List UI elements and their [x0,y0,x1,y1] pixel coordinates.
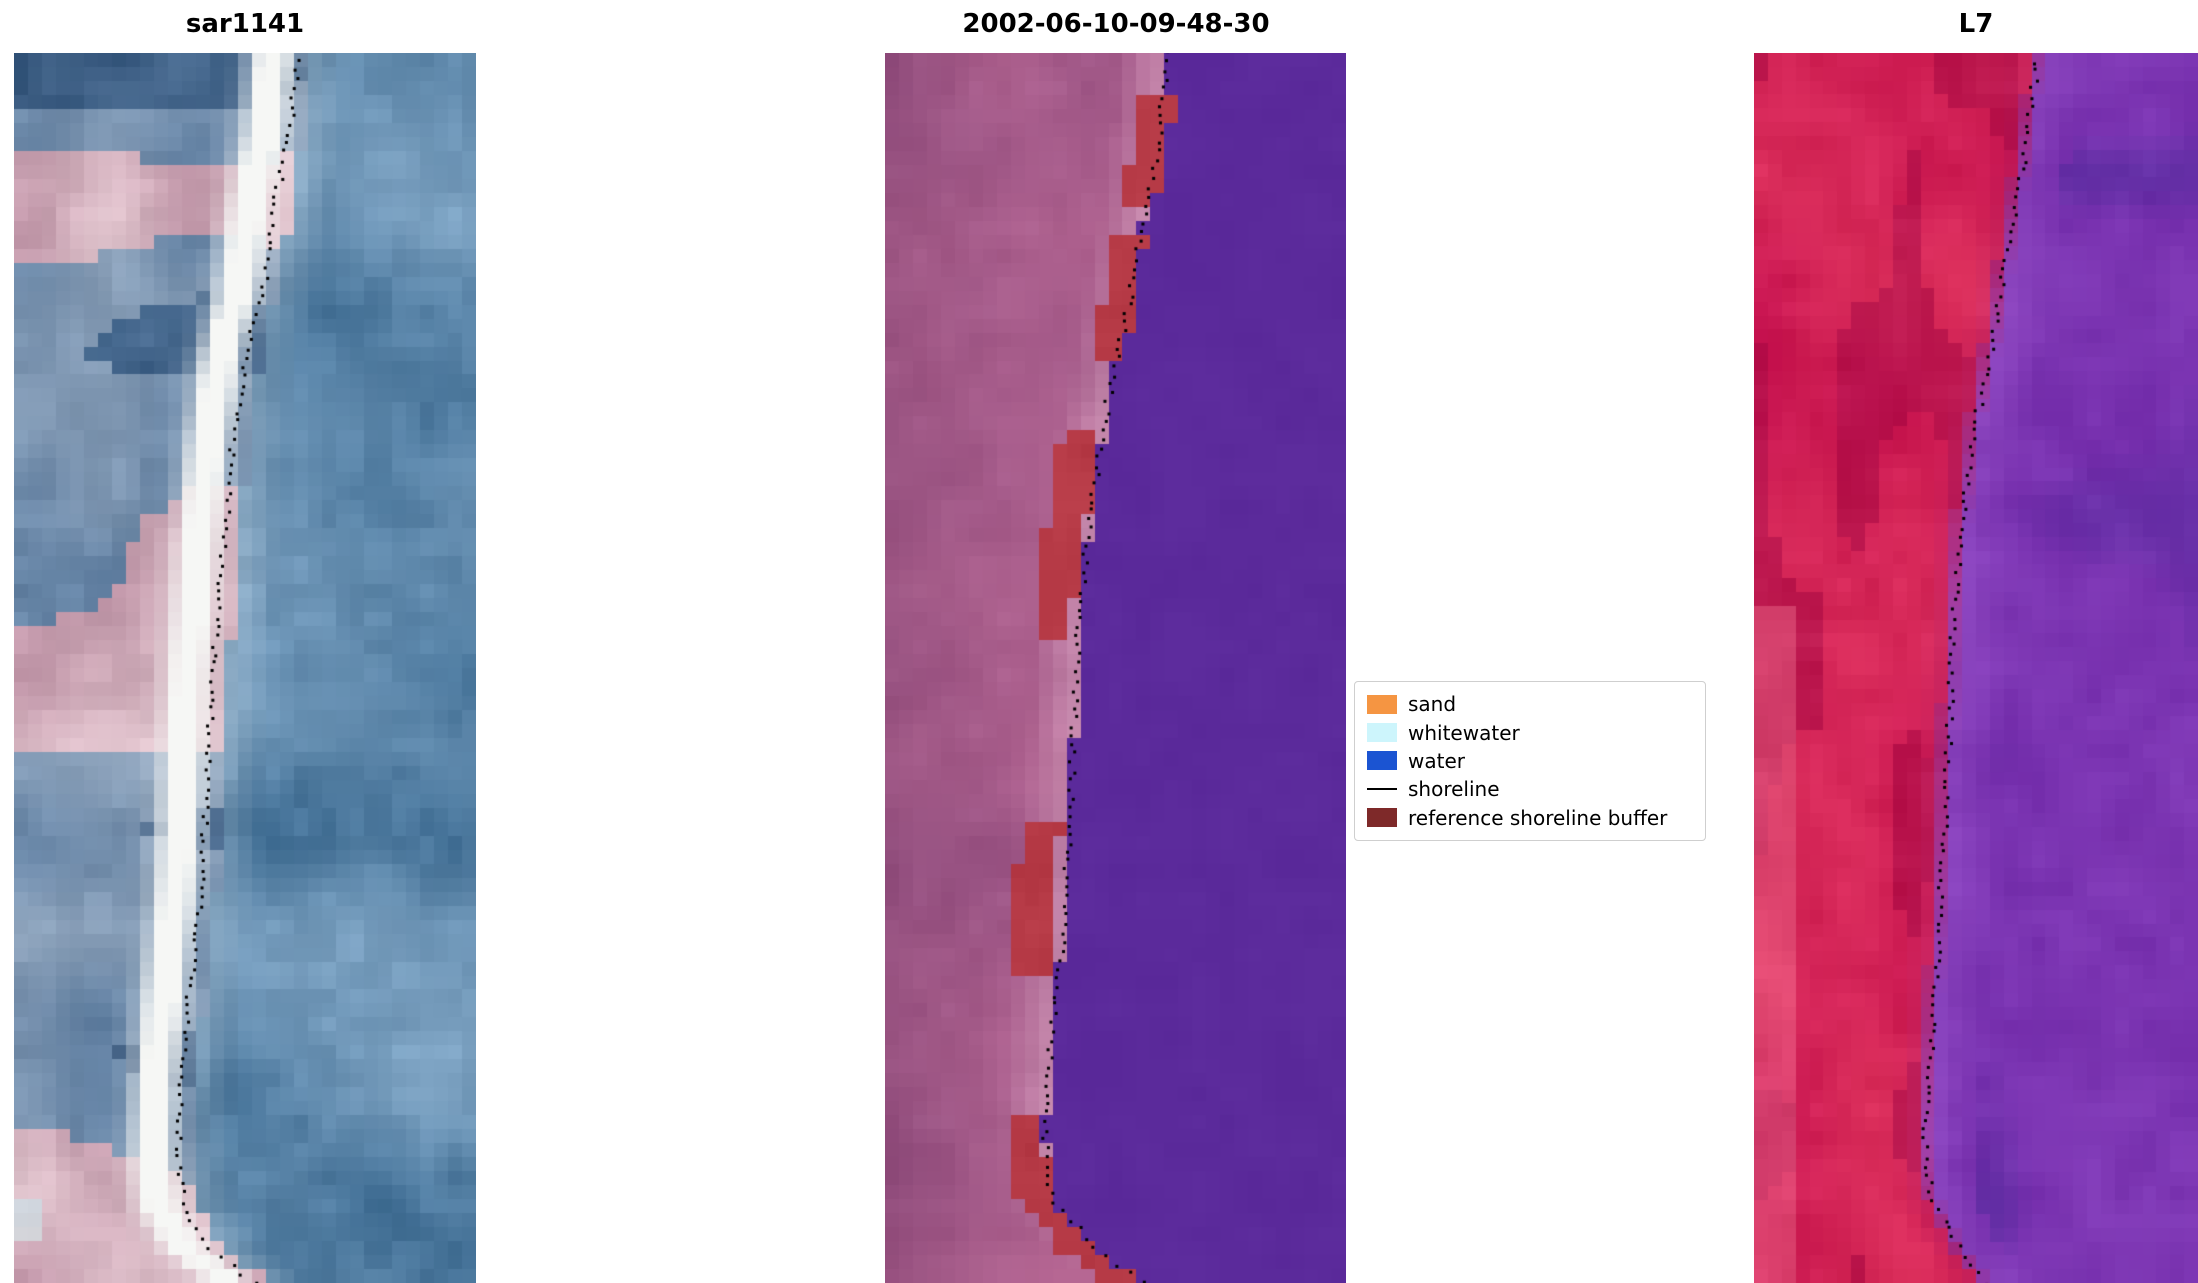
panel-image-sar1141 [14,53,476,1283]
legend-label: reference shoreline buffer [1408,805,1668,830]
legend-label: shoreline [1408,777,1500,802]
panel-title-datetime: 2002-06-10-09-48-30 [962,9,1270,39]
legend-label: whitewater [1408,720,1520,745]
legend-item-whitewater: whitewater [1367,723,1693,743]
legend-swatch-sand [1367,694,1397,714]
legend-swatch-shoreline [1367,788,1397,791]
legend-label: sand [1408,692,1457,717]
legend-item-water: water [1367,751,1693,771]
legend: sand whitewater water shoreline reference sh… [1354,681,1706,841]
legend-swatch-reference-shoreline-buffer [1367,808,1397,828]
legend-label: water [1408,748,1465,773]
panel-image-classification [885,53,1346,1283]
panel-title-sar1141: sar1141 [185,9,305,39]
legend-swatch-whitewater [1367,723,1397,743]
legend-swatch-water [1367,751,1397,771]
legend-item-shoreline: shoreline [1367,779,1693,799]
panel-title-l7: L7 [1958,9,1994,39]
legend-item-sand: sand [1367,694,1693,714]
legend-item-reference-shoreline-buffer: reference shoreline buffer [1367,808,1693,828]
panel-image-l7 [1754,53,2198,1283]
